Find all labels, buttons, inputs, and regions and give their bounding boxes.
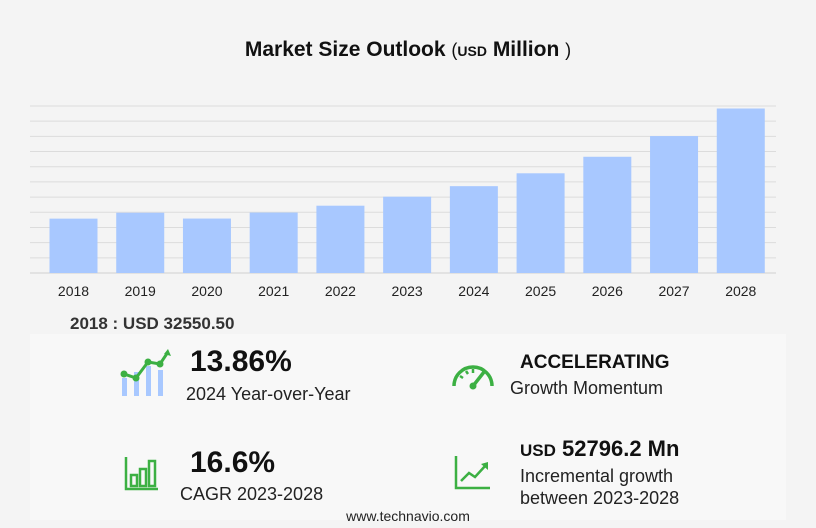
x-tick-label-2027: 2027 bbox=[658, 283, 689, 299]
bar-2020 bbox=[182, 218, 231, 273]
x-tick-label-2025: 2025 bbox=[525, 283, 556, 299]
x-tick-label-2023: 2023 bbox=[392, 283, 423, 299]
bar-2024 bbox=[449, 186, 498, 273]
chart-title: Market Size Outlook (USD Million ) bbox=[0, 38, 816, 62]
momentum-label: Growth Momentum bbox=[510, 378, 664, 398]
bar-2025 bbox=[516, 173, 565, 273]
x-tick-label-2018: 2018 bbox=[58, 283, 89, 299]
bar-2028 bbox=[716, 108, 765, 273]
x-tick-label-2022: 2022 bbox=[325, 283, 356, 299]
bar-2022 bbox=[316, 205, 365, 273]
x-tick-label-2024: 2024 bbox=[458, 283, 489, 299]
x-tick-label-2021: 2021 bbox=[258, 283, 289, 299]
incremental-currency: USD bbox=[520, 441, 556, 460]
bar-2026 bbox=[583, 156, 632, 273]
yoy-value: 13.86% bbox=[190, 345, 292, 378]
speedometer-icon bbox=[452, 365, 494, 390]
momentum-value: ACCELERATING bbox=[520, 352, 670, 373]
source-footer: www.technavio.com bbox=[346, 508, 470, 524]
title-unit-small: USD bbox=[457, 43, 487, 59]
title-main: Market Size Outlook bbox=[244, 38, 446, 61]
trend-line-icon bbox=[454, 456, 490, 490]
x-tick-label-2028: 2028 bbox=[725, 283, 756, 299]
growth-chart-icon bbox=[120, 349, 171, 396]
base-year-value: 2018 : USD 32550.50 bbox=[70, 314, 235, 333]
incremental-label-line1: Incremental growth bbox=[520, 466, 674, 486]
yoy-label: 2024 Year-over-Year bbox=[186, 384, 351, 404]
incremental-label-line2: between 2023-2028 bbox=[520, 488, 680, 508]
bar-2027 bbox=[650, 136, 699, 273]
bar-2021 bbox=[249, 212, 298, 273]
title-open-paren: ( bbox=[451, 40, 458, 60]
title-close-paren: ) bbox=[565, 40, 572, 60]
incremental-value-line: USD 52796.2 Mn bbox=[520, 436, 679, 462]
cagr-label: CAGR 2023-2028 bbox=[180, 484, 324, 504]
bar-2019 bbox=[116, 212, 165, 273]
x-tick-label-2020: 2020 bbox=[191, 283, 222, 299]
title-unit: Million bbox=[492, 38, 560, 61]
x-tick-label-2026: 2026 bbox=[592, 283, 623, 299]
incremental-value: 52796.2 Mn bbox=[562, 436, 680, 461]
bar-2018 bbox=[49, 218, 98, 273]
cagr-value: 16.6% bbox=[190, 446, 276, 479]
bar-chart: 2018 2019 2020 2021 2022 2023 2024 2025 2026 2027… bbox=[30, 105, 776, 299]
bar-2023 bbox=[383, 196, 432, 273]
bar-chart-icon bbox=[124, 457, 158, 491]
x-tick-label-2019: 2019 bbox=[125, 283, 156, 299]
